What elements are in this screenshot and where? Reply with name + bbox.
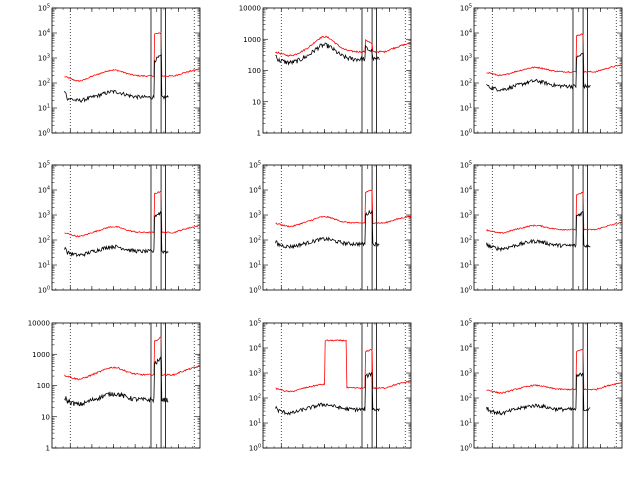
y-tick-label: 100 (38, 286, 50, 295)
series-events-line (275, 371, 380, 416)
y-tick-label: 101 (38, 104, 50, 113)
y-tick-label: 1000 (243, 36, 261, 44)
y-tick-label: 102 (38, 236, 50, 245)
series-events-line (64, 211, 169, 258)
panel-det-2: 1 10 100 1000 10000 (239, 5, 412, 138)
series-lld-line (64, 31, 201, 83)
plot-frame (51, 322, 201, 449)
y-tick-label: 100 (460, 444, 472, 453)
y-tick-label: 105 (460, 319, 472, 328)
series-lld-line (64, 336, 201, 381)
y-tick-label: 101 (460, 419, 472, 428)
y-tick-label: 100 (460, 286, 472, 295)
y-tick-label: 104 (460, 344, 472, 353)
series-events-line (64, 53, 169, 103)
y-tick-label: 10 (252, 98, 261, 106)
y-tick-label: 102 (249, 394, 261, 403)
y-tick-label: 101 (249, 419, 261, 428)
series-events-line (275, 42, 380, 66)
y-tick-label: 102 (460, 394, 472, 403)
panel-det-7: 1 10 100 1000 10000 (28, 320, 201, 453)
y-tick-label: 100 (460, 129, 472, 138)
y-tick-label: 105 (249, 161, 261, 170)
y-tick-label: 103 (249, 369, 261, 378)
y-tick-label: 10 (41, 413, 50, 421)
y-tick-label: 104 (249, 186, 261, 195)
y-tick-label: 104 (460, 29, 472, 38)
y-tick-label: 100 (249, 286, 261, 295)
y-tick-label: 105 (460, 161, 472, 170)
series-events-line (275, 209, 380, 250)
y-tick-label: 10000 (239, 5, 261, 13)
y-tick-label: 100 (38, 129, 50, 138)
series-events-line (64, 356, 169, 407)
y-tick-label: 101 (460, 104, 472, 113)
y-tick-label: 105 (38, 4, 50, 13)
y-tick-label: 105 (38, 161, 50, 170)
panel-det-3: 100 101 102 103 104 105 (460, 4, 623, 138)
plot-frame (473, 7, 623, 134)
y-tick-label: 102 (460, 236, 472, 245)
y-tick-label: 101 (38, 261, 50, 270)
y-tick-label: 102 (460, 79, 472, 88)
plot-frame (473, 322, 623, 449)
series-events-line (486, 52, 591, 92)
series-events-line (486, 210, 591, 253)
y-tick-label: 103 (38, 54, 50, 63)
y-tick-label: 100 (248, 67, 261, 75)
y-tick-label: 104 (460, 186, 472, 195)
y-tick-label: 102 (38, 79, 50, 88)
panel-det-9: 100 101 102 103 104 105 (460, 319, 623, 453)
y-tick-label: 103 (460, 211, 472, 220)
y-tick-label: 101 (460, 261, 472, 270)
panel-det-6: 100 101 102 103 104 105 (460, 161, 623, 295)
plot-frame (262, 322, 412, 449)
plot-frame (51, 7, 201, 134)
y-tick-label: 105 (460, 4, 472, 13)
y-tick-label: 1 (257, 130, 261, 138)
series-lld-line (275, 339, 412, 393)
series-lld-line (486, 191, 623, 234)
y-tick-label: 100 (37, 382, 50, 390)
y-tick-label: 102 (249, 236, 261, 245)
plot-frame (51, 164, 201, 291)
y-tick-label: 104 (38, 29, 50, 38)
y-tick-label: 103 (249, 211, 261, 220)
plot-frame (262, 7, 412, 134)
series-lld-line (64, 190, 201, 238)
y-tick-label: 103 (38, 211, 50, 220)
panel-det-4: 100 101 102 103 104 105 (38, 161, 201, 295)
plot-frame (473, 164, 623, 291)
y-tick-label: 100 (249, 444, 261, 453)
series-events-line (486, 372, 591, 416)
y-tick-label: 10000 (28, 320, 50, 328)
panel-det-5: 100 101 102 103 104 105 (249, 161, 412, 295)
series-lld-line (275, 189, 412, 228)
panel-det-8: 100 101 102 103 104 105 (249, 319, 412, 453)
y-tick-label: 103 (460, 54, 472, 63)
plot-frame (262, 164, 412, 291)
y-tick-label: 1000 (32, 351, 50, 359)
series-lld-line (486, 33, 623, 77)
panel-det-1: 100 101 102 103 104 105 (38, 4, 201, 138)
y-tick-label: 105 (249, 319, 261, 328)
series-lld-line (275, 35, 412, 57)
y-tick-label: 1 (46, 445, 50, 453)
series-lld-line (486, 349, 623, 394)
y-tick-label: 103 (460, 369, 472, 378)
y-tick-label: 104 (38, 186, 50, 195)
y-tick-label: 104 (249, 344, 261, 353)
y-tick-label: 101 (249, 261, 261, 270)
